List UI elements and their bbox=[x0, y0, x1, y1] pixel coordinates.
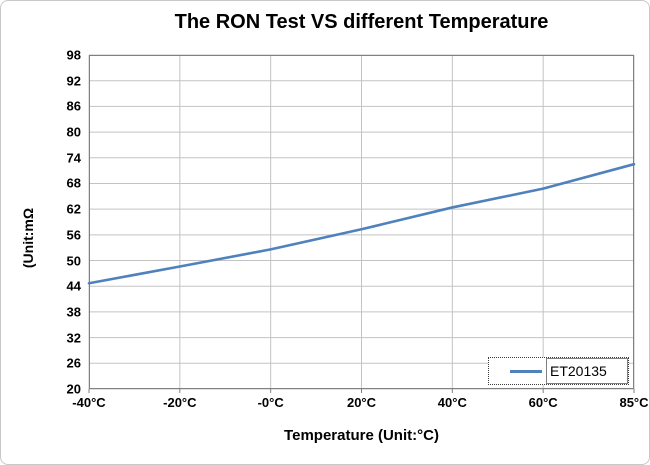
y-tick-label: 50 bbox=[66, 253, 81, 269]
y-tick-label: 32 bbox=[66, 330, 81, 346]
legend[interactable]: ET20135 bbox=[488, 357, 629, 385]
x-tick-label: 85°C bbox=[619, 395, 649, 410]
x-tick-label: 20°C bbox=[346, 395, 377, 410]
line-series-et20135 bbox=[87, 54, 636, 393]
y-tick-label: 80 bbox=[66, 124, 81, 140]
y-tick-label: 86 bbox=[66, 98, 81, 114]
y-tick-label: 38 bbox=[66, 304, 81, 320]
y-tick-label: 92 bbox=[66, 73, 81, 89]
y-tick-label: 98 bbox=[66, 47, 81, 63]
x-axis-title: Temperature (Unit:°C) bbox=[284, 427, 439, 444]
y-tick-label: 26 bbox=[66, 355, 81, 371]
x-tick-label: -0°C bbox=[257, 395, 284, 410]
x-tick-label: 40°C bbox=[437, 395, 467, 410]
chart-title: The RON Test VS different Temperature bbox=[174, 11, 549, 33]
legend-label: ET20135 bbox=[546, 358, 628, 384]
x-tick-label: 60°C bbox=[528, 395, 558, 410]
x-tick-label: -20°C bbox=[163, 395, 197, 410]
legend-line-swatch-icon bbox=[510, 369, 542, 373]
y-tick-label: 62 bbox=[66, 201, 81, 217]
y-axis-title: (Unit:mΩ bbox=[20, 207, 36, 269]
y-tick-label: 44 bbox=[66, 278, 81, 294]
plot-area bbox=[87, 54, 636, 393]
y-tick-label: 56 bbox=[66, 227, 81, 243]
x-tick-label: -40°C bbox=[72, 395, 106, 410]
y-tick-label: 74 bbox=[66, 150, 81, 166]
y-tick-label: 20 bbox=[66, 381, 81, 397]
y-tick-label: 68 bbox=[66, 175, 81, 191]
